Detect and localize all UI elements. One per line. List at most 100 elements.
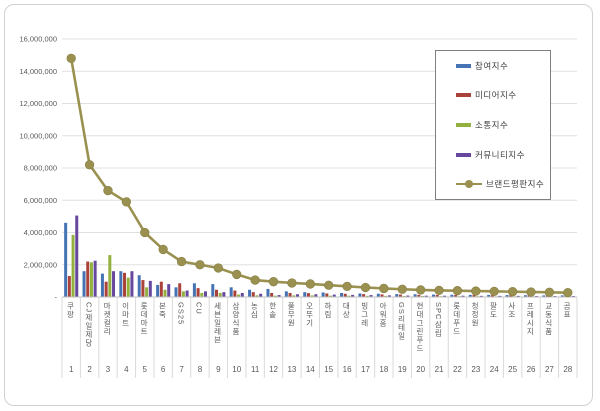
bar-소통지수: [71, 234, 75, 297]
line-marker-브랜드평판지수: [471, 286, 481, 296]
bar-소통지수: [237, 294, 241, 297]
bar-커뮤니티지수: [259, 293, 263, 297]
line-브랜드평판지수: [69, 58, 568, 294]
bar-미디어지수: [343, 293, 347, 297]
category-label: 하림: [323, 302, 333, 319]
bar-미디어지수: [233, 290, 237, 297]
bar-커뮤니티지수: [130, 271, 134, 297]
category-rank-label: 10: [232, 365, 242, 374]
category-rank-label: 19: [397, 365, 407, 374]
category-rank-label: 28: [563, 365, 573, 374]
bar-커뮤니티지수: [240, 292, 244, 297]
category-label: 이마트: [121, 302, 131, 328]
line-marker-브랜드평판지수: [250, 275, 260, 285]
bar-참여지수: [376, 293, 380, 297]
bar-커뮤니티지수: [406, 295, 410, 297]
bar-소통지수: [347, 295, 351, 297]
line-marker-브랜드평판지수: [544, 287, 555, 297]
bar-소통지수: [218, 292, 222, 297]
bar-커뮤니티지수: [277, 295, 281, 297]
line-marker-브랜드평판지수: [416, 285, 426, 295]
legend-label: 브랜드평판지수: [486, 179, 545, 190]
bar-커뮤니티지수: [369, 295, 373, 297]
line-marker-브랜드평판지수: [526, 287, 536, 297]
bar-소통지수: [181, 291, 185, 297]
legend-item: 커뮤니티지수: [436, 145, 550, 165]
bar-미디어지수: [288, 292, 292, 297]
legend-label: 소통지수: [475, 119, 509, 130]
bar-미디어지수: [270, 292, 274, 297]
line-marker-브랜드평판지수: [195, 260, 205, 270]
bar-소통지수: [89, 262, 93, 297]
bar-미디어지수: [86, 261, 90, 297]
line-marker-브랜드평판지수: [84, 160, 95, 170]
line-marker-브랜드평판지수: [268, 277, 279, 287]
bar-커뮤니티지수: [443, 295, 447, 297]
y-axis-tick-label: -: [55, 293, 58, 302]
line-marker-브랜드평판지수: [103, 185, 113, 196]
category-label: 청정원: [470, 302, 480, 328]
bar-커뮤니티지수: [498, 295, 502, 297]
bar-참여지수: [211, 284, 215, 297]
line-marker-브랜드평판지수: [452, 286, 463, 296]
bar-참여지수: [340, 292, 344, 297]
y-axis-tick-label: 8,000,000: [24, 164, 57, 173]
category-label: GS25: [176, 302, 186, 326]
bar-참여지수: [523, 295, 527, 297]
bar-커뮤니티지수: [461, 295, 465, 297]
bar-참여지수: [82, 271, 86, 297]
y-axis-tick-label: 4,000,000: [24, 228, 57, 237]
y-axis-tick-label: 14,000,000: [19, 67, 57, 76]
bar-참여지수: [487, 294, 491, 297]
line-marker-브랜드평판지수: [121, 197, 132, 207]
category-label: 본죽: [157, 302, 167, 319]
bar-참여지수: [395, 294, 399, 297]
category-rank-label: 17: [361, 365, 370, 374]
bar-참여지수: [64, 222, 68, 297]
bar-소통지수: [384, 295, 388, 297]
chart-legend: 참여지수 미디어지수 소통지수 커뮤니티지수 브랜드평판지수: [435, 50, 551, 200]
bar-소통지수: [108, 255, 112, 297]
category-label: 농심: [249, 302, 259, 319]
legend-line-dot-icon: [465, 180, 473, 189]
line-marker-브랜드평판지수: [140, 227, 150, 238]
category-label: 빙그레: [360, 302, 370, 328]
y-axis-tick-label: 12,000,000: [19, 99, 57, 108]
bar-참여지수: [542, 295, 546, 297]
line-marker-브랜드평판지수: [305, 279, 315, 289]
line-marker-브랜드평판지수: [287, 278, 297, 288]
line-marker-브랜드평판지수: [232, 269, 242, 280]
bar-미디어지수: [398, 294, 402, 297]
line-marker-브랜드평판지수: [176, 256, 187, 267]
category-label: GS리테일: [397, 302, 407, 341]
category-rank-label: 12: [269, 365, 278, 374]
category-rank-label: 24: [489, 365, 499, 374]
line-marker-브랜드평판지수: [66, 53, 76, 63]
bar-미디어지수: [472, 295, 476, 297]
bar-커뮤니티지수: [75, 215, 79, 297]
legend-label: 미디어지수: [475, 90, 517, 101]
category-rank-label: 3: [105, 365, 111, 374]
category-rank-label: 20: [416, 365, 426, 374]
category-rank-label: 5: [142, 365, 147, 374]
category-rank-label: 27: [544, 365, 554, 374]
bar-참여지수: [119, 271, 123, 297]
category-rank-label: 16: [342, 365, 352, 374]
category-label: 팔도: [488, 302, 498, 319]
bar-미디어지수: [417, 294, 421, 297]
category-rank-label: 6: [160, 365, 166, 374]
bar-커뮤니티지수: [295, 294, 299, 297]
category-label: 마켓컬리: [102, 302, 112, 336]
legend-item: 미디어지수: [436, 85, 550, 105]
category-label: 롯데푸드: [452, 302, 462, 336]
category-label: 풀무원: [286, 302, 296, 328]
bar-미디어지수: [454, 295, 458, 297]
bar-참여지수: [100, 273, 104, 297]
category-rank-label: 14: [305, 365, 315, 374]
category-label: 삼양식품: [231, 302, 241, 336]
category-rank-label: 8: [197, 365, 203, 374]
bar-소통지수: [145, 287, 149, 297]
bar-커뮤니티지수: [222, 292, 226, 297]
bar-소통지수: [365, 295, 369, 297]
